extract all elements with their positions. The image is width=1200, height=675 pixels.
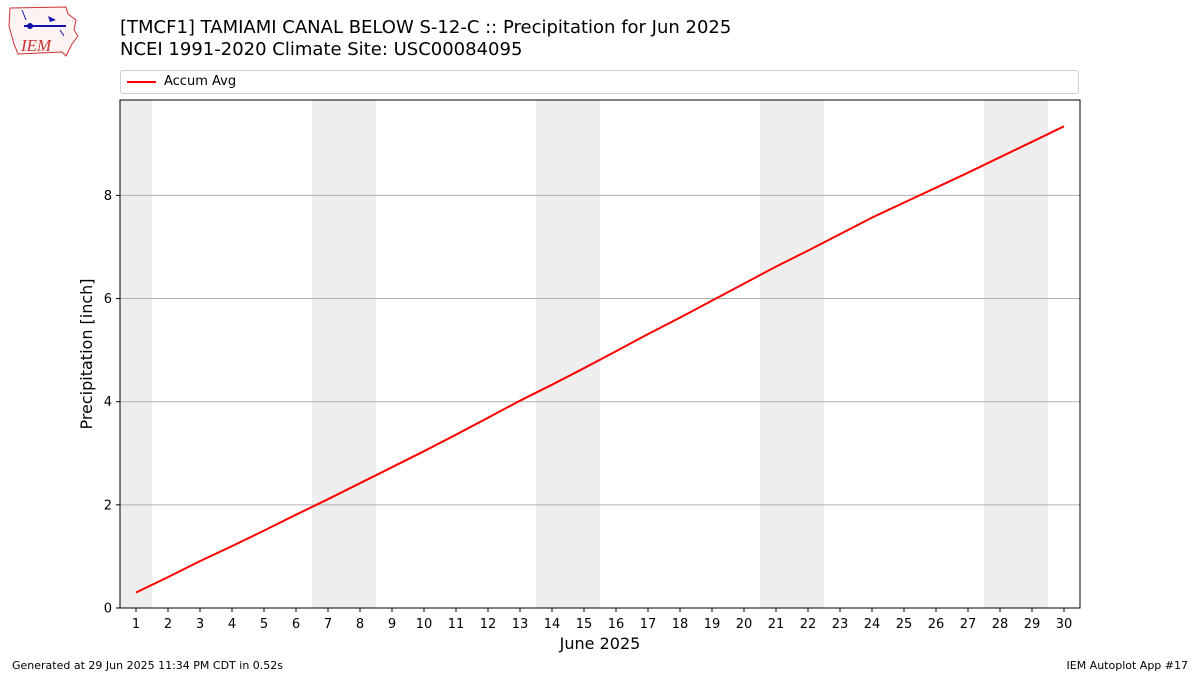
x-tick-label: 6 bbox=[292, 617, 300, 632]
legend-label-accum-avg: Accum Avg bbox=[164, 74, 237, 89]
x-tick-label: 4 bbox=[228, 617, 236, 632]
legend-swatch-accum-avg bbox=[127, 81, 156, 83]
footer-app: IEM Autoplot App #17 bbox=[1066, 659, 1189, 672]
x-tick-label: 14 bbox=[544, 617, 561, 632]
legend: Accum Avg bbox=[120, 70, 1079, 94]
x-tick-label: 12 bbox=[480, 617, 497, 632]
x-tick-label: 3 bbox=[196, 617, 204, 632]
x-tick-label: 25 bbox=[896, 617, 913, 632]
x-tick-label: 8 bbox=[356, 617, 364, 632]
x-tick-label: 15 bbox=[576, 617, 593, 632]
weekend-band bbox=[760, 100, 824, 608]
weekend-band bbox=[536, 100, 600, 608]
x-tick-label: 24 bbox=[864, 617, 881, 632]
x-tick-label: 9 bbox=[388, 617, 396, 632]
x-tick-label: 11 bbox=[448, 617, 465, 632]
x-tick-label: 17 bbox=[640, 617, 657, 632]
plot-frame bbox=[119, 99, 1081, 609]
x-tick-label: 23 bbox=[832, 617, 849, 632]
x-tick-label: 13 bbox=[512, 617, 529, 632]
x-tick-label: 26 bbox=[928, 617, 945, 632]
x-tick-label: 16 bbox=[608, 617, 625, 632]
footer-generated: Generated at 29 Jun 2025 11:34 PM CDT in… bbox=[12, 659, 284, 672]
x-tick-label: 22 bbox=[800, 617, 817, 632]
x-tick-label: 2 bbox=[164, 617, 172, 632]
weekend-band bbox=[312, 100, 376, 608]
x-axis-label: June 2025 bbox=[559, 634, 641, 653]
chart-subtitle: NCEI 1991-2020 Climate Site: USC00084095 bbox=[120, 39, 523, 60]
x-tick-label: 5 bbox=[260, 617, 268, 632]
x-tick-label: 28 bbox=[992, 617, 1009, 632]
x-tick-label: 1 bbox=[132, 617, 140, 632]
x-tick-label: 18 bbox=[672, 617, 689, 632]
x-tick-label: 27 bbox=[960, 617, 977, 632]
x-tick-label: 19 bbox=[704, 617, 721, 632]
series-line-accum-avg bbox=[135, 125, 1065, 594]
y-tick-label: 4 bbox=[104, 395, 112, 410]
y-tick-label: 8 bbox=[104, 189, 112, 204]
iem-logo: IEM bbox=[6, 4, 82, 60]
x-tick-label: 30 bbox=[1056, 617, 1073, 632]
chart-title: [TMCF1] TAMIAMI CANAL BELOW S-12-C :: Pr… bbox=[120, 17, 732, 38]
y-axis-label: Precipitation [inch] bbox=[77, 278, 96, 429]
weekend-band bbox=[984, 100, 1048, 608]
logo-text: IEM bbox=[20, 36, 52, 55]
y-tick-label: 0 bbox=[104, 602, 112, 617]
y-tick-label: 2 bbox=[104, 498, 112, 513]
x-tick-label: 21 bbox=[768, 617, 785, 632]
x-tick-label: 7 bbox=[324, 617, 332, 632]
x-tick-label: 20 bbox=[736, 617, 753, 632]
x-tick-label: 10 bbox=[416, 617, 433, 632]
weekend-band bbox=[120, 100, 152, 608]
x-tick-label: 29 bbox=[1024, 617, 1041, 632]
y-tick-label: 6 bbox=[104, 292, 112, 307]
